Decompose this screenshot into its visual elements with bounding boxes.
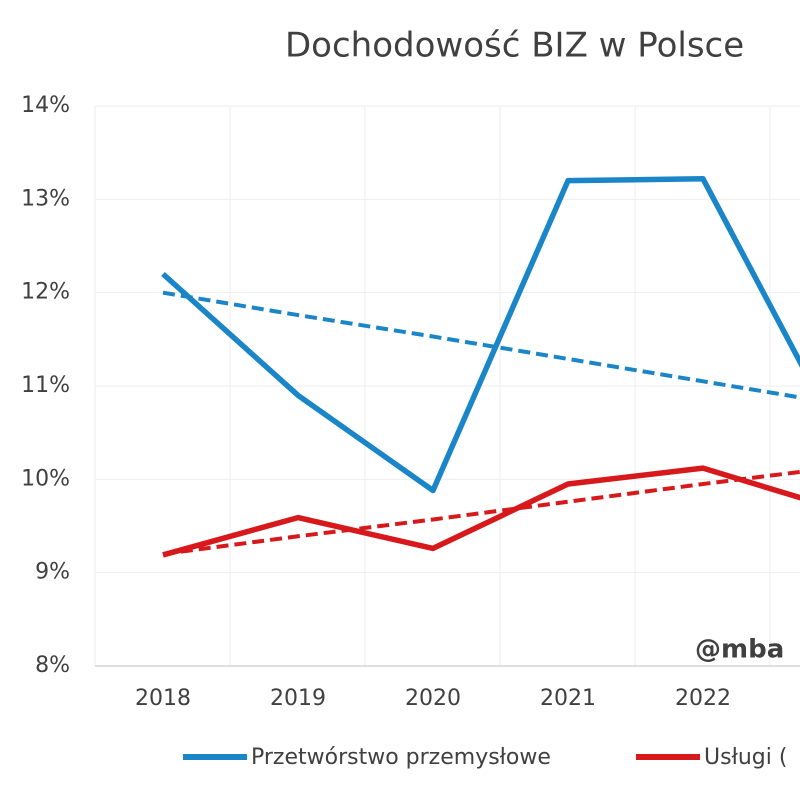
y-tick-label: 8% [35,653,70,678]
trend-line [162,469,800,556]
y-tick-label: 9% [35,560,70,585]
trend-line [162,290,800,400]
x-tick-label: 2018 [135,686,191,711]
y-tick-label: 11% [21,373,70,398]
x-tick-label: 2020 [405,686,461,711]
watermark: @mba [695,635,784,665]
x-tick-label: 2022 [675,686,731,711]
line [162,465,800,558]
y-tick-label: 12% [21,280,70,305]
line [161,176,800,494]
y-tick-label: 14% [21,93,70,118]
x-tick-label: 2019 [270,686,326,711]
y-tick-label: 13% [21,186,70,211]
legend-label: Usługi ( [704,745,787,770]
chart-title: Dochodowość BIZ w Polsce [285,26,744,66]
y-tick-label: 10% [21,466,70,491]
x-tick-label: 2021 [540,686,596,711]
legend-label: Przetwórstwo przemysłowe [251,745,551,770]
